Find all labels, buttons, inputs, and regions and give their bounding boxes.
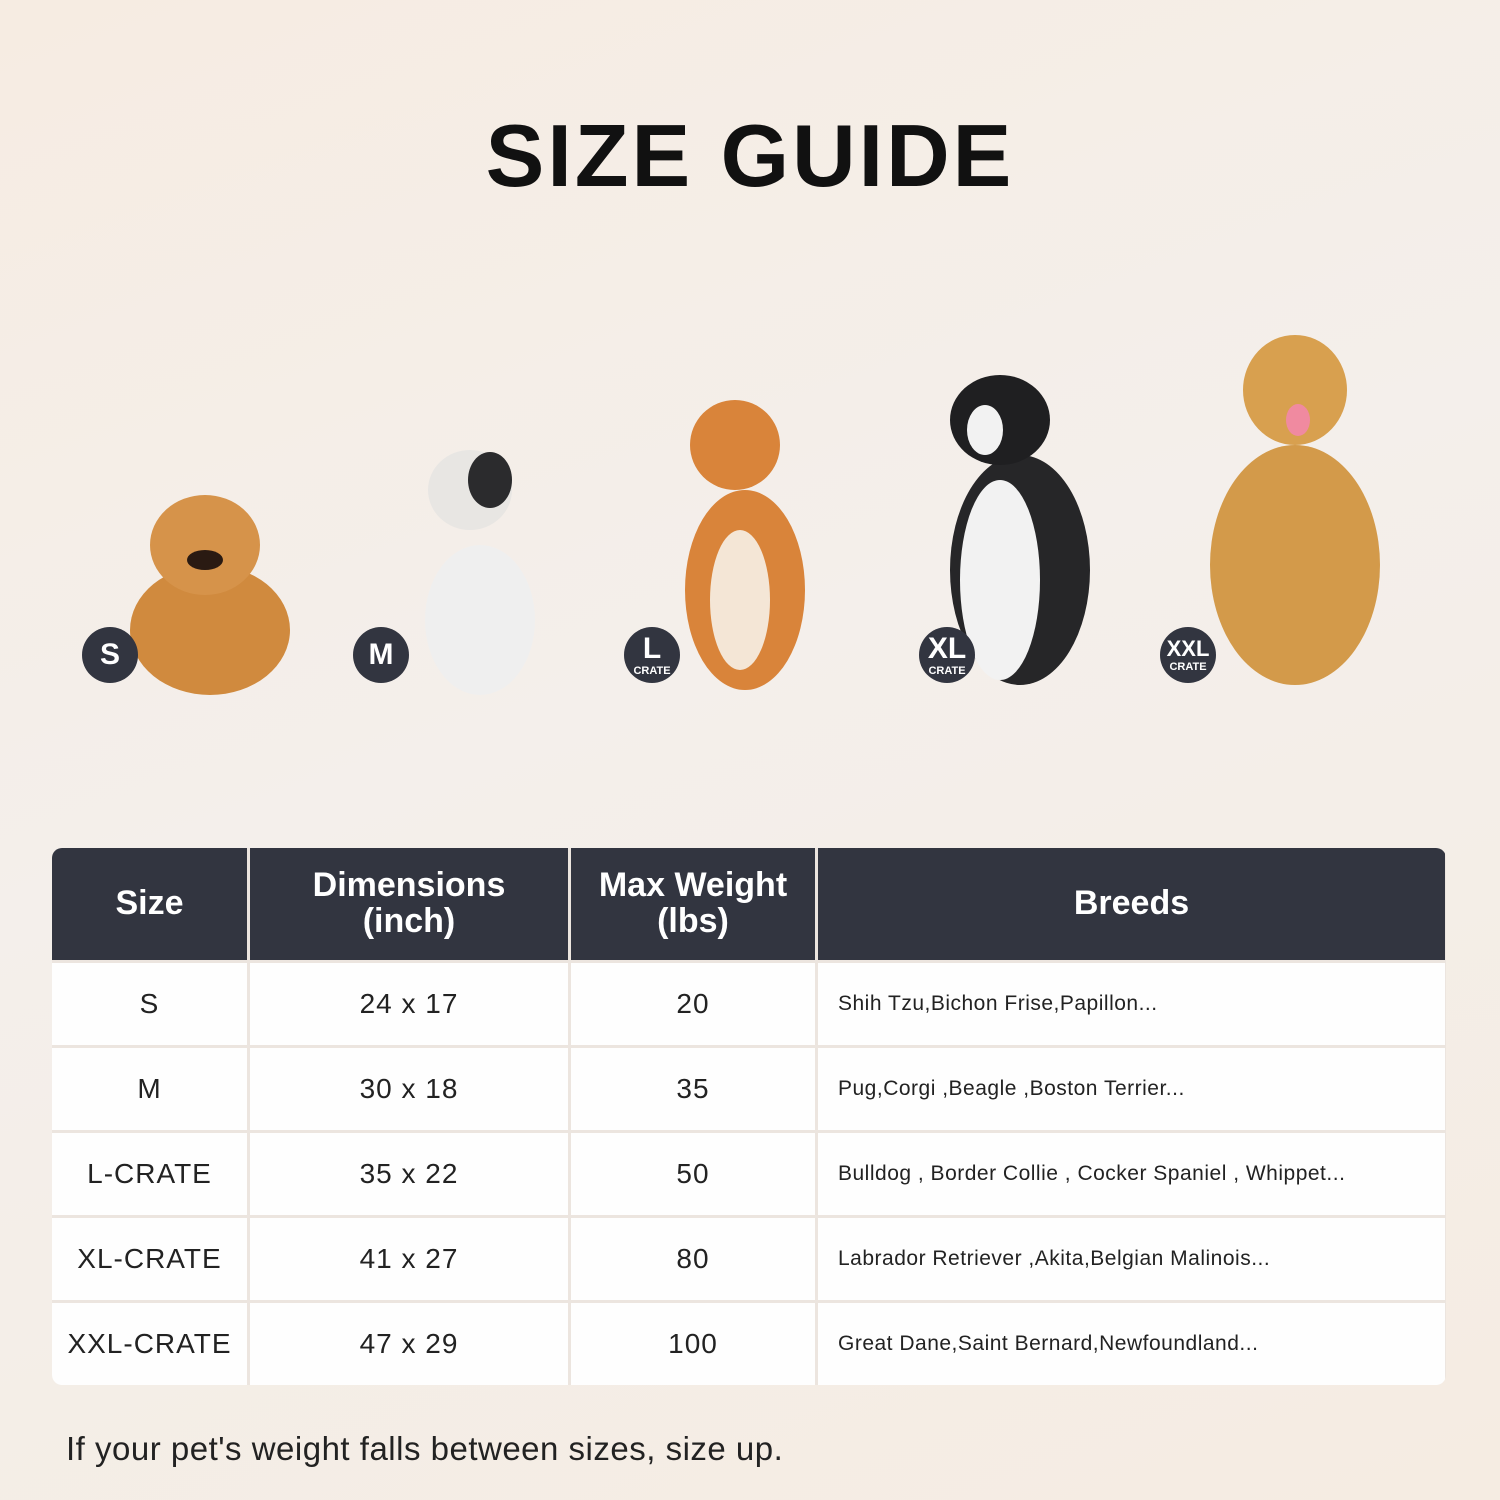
- header-max-weight: Max Weight (lbs): [571, 848, 815, 960]
- header-dimensions: Dimensions (inch): [250, 848, 568, 960]
- size-badge-l: L CRATE: [624, 627, 680, 683]
- size-table: Size Dimensions (inch) Max Weight (lbs) …: [52, 848, 1446, 1385]
- dog-images: [130, 335, 1380, 695]
- cell-dimensions: 24 x 17: [250, 963, 568, 1045]
- cell-max-weight: 20: [571, 963, 815, 1045]
- border-collie-image: [950, 375, 1090, 685]
- cell-max-weight: 35: [571, 1048, 815, 1130]
- badge-label: M: [368, 638, 394, 671]
- cell-breeds: Great Dane,Saint Bernard,Newfoundland...: [818, 1303, 1445, 1385]
- size-badge-s: S: [82, 627, 138, 683]
- cell-breeds: Labrador Retriever ,Akita,Belgian Malino…: [818, 1218, 1445, 1300]
- shiba-inu-image: [685, 400, 805, 690]
- cell-max-weight: 80: [571, 1218, 815, 1300]
- cell-breeds: Pug,Corgi ,Beagle ,Boston Terrier...: [818, 1048, 1445, 1130]
- badge-label: XL: [927, 631, 967, 665]
- cell-size: M: [52, 1048, 247, 1130]
- cell-max-weight: 50: [571, 1133, 815, 1215]
- cell-dimensions: 41 x 27: [250, 1218, 568, 1300]
- cell-max-weight: 100: [571, 1303, 815, 1385]
- cell-size: XL-CRATE: [52, 1218, 247, 1300]
- size-badge-xl: XL CRATE: [919, 627, 975, 683]
- pomeranian-image: [130, 495, 290, 695]
- cell-breeds: Shih Tzu,Bichon Frise,Papillon...: [818, 963, 1445, 1045]
- header-size: Size: [52, 848, 247, 960]
- golden-retriever-image: [1210, 335, 1380, 685]
- badge-sublabel: CRATE: [633, 664, 671, 677]
- size-badge-m: M: [353, 627, 409, 683]
- cell-dimensions: 35 x 22: [250, 1133, 568, 1215]
- badge-sublabel: CRATE: [928, 664, 966, 677]
- badge-label: XXL: [1166, 635, 1210, 661]
- cell-dimensions: 30 x 18: [250, 1048, 568, 1130]
- cell-size: S: [52, 963, 247, 1045]
- page-title: SIZE GUIDE: [485, 106, 1015, 205]
- french-bulldog-image: [425, 450, 535, 695]
- badge-label: L: [642, 631, 662, 665]
- cell-size: XXL-CRATE: [52, 1303, 247, 1385]
- header-breeds: Breeds: [818, 848, 1445, 960]
- badge-label: S: [99, 638, 120, 671]
- cell-size: L-CRATE: [52, 1133, 247, 1215]
- size-badge-xxl: XXL CRATE: [1160, 627, 1216, 683]
- cell-dimensions: 47 x 29: [250, 1303, 568, 1385]
- dog-lineup: S M L CRATE XL CRATE XXL CRATE: [0, 320, 1500, 710]
- cell-breeds: Bulldog , Border Collie , Cocker Spaniel…: [818, 1133, 1445, 1215]
- footer-note: If your pet's weight falls between sizes…: [66, 1430, 784, 1467]
- badge-sublabel: CRATE: [1169, 660, 1207, 673]
